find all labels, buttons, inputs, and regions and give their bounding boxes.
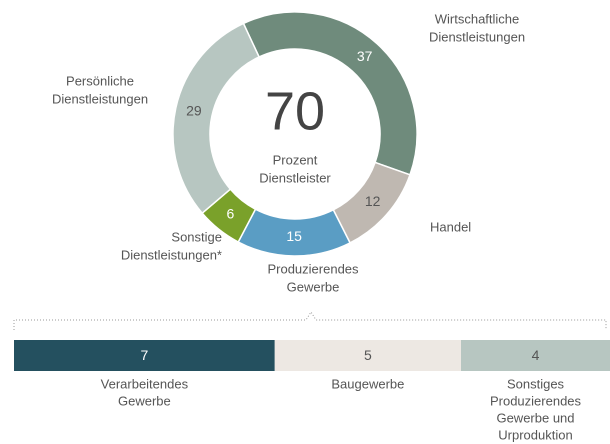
value-label: 37 bbox=[357, 48, 373, 64]
segment-label: Dienstleistungen* bbox=[121, 247, 222, 262]
value-label: 4 bbox=[532, 347, 540, 363]
donut-segment bbox=[242, 11, 418, 176]
value-label: 5 bbox=[364, 347, 372, 363]
bar-segment bbox=[461, 340, 610, 371]
segment-label: Wirtschaftliche bbox=[435, 11, 520, 26]
category-label: Baugewerbe bbox=[331, 376, 404, 391]
category-label: Sonstiges bbox=[507, 376, 565, 391]
value-label: 6 bbox=[226, 206, 234, 222]
category-label: Produzierendes bbox=[490, 393, 582, 408]
center-value: 70 bbox=[265, 81, 325, 141]
value-label: 7 bbox=[140, 347, 148, 363]
bar-segment bbox=[14, 340, 275, 371]
value-label: 29 bbox=[186, 103, 202, 119]
center-text: Prozent bbox=[273, 152, 318, 167]
segment-label: Persönliche bbox=[66, 73, 134, 88]
segment-label: Sonstige bbox=[171, 229, 222, 244]
segment-label: Dienstleistungen bbox=[429, 29, 525, 44]
center-text: Dienstleister bbox=[259, 170, 331, 185]
bar-segment bbox=[274, 340, 461, 371]
category-label: Verarbeitendes bbox=[101, 376, 189, 391]
segment-label: Produzierendes bbox=[267, 261, 359, 276]
segment-label: Gewerbe bbox=[287, 279, 340, 294]
value-label: 15 bbox=[286, 228, 302, 244]
segment-label: Dienstleistungen bbox=[52, 91, 148, 106]
value-label: 12 bbox=[365, 193, 381, 209]
bracket bbox=[13, 311, 607, 330]
category-label: Gewerbe und bbox=[496, 410, 574, 425]
category-label: Gewerbe bbox=[118, 393, 171, 408]
donut-segment bbox=[172, 22, 261, 215]
segment-label: Handel bbox=[430, 219, 471, 234]
category-label: Urproduktion bbox=[498, 427, 572, 442]
